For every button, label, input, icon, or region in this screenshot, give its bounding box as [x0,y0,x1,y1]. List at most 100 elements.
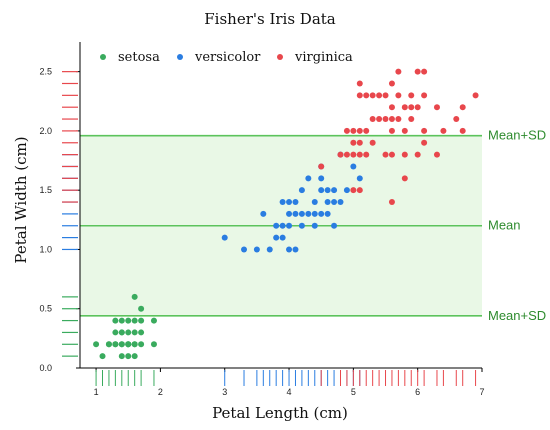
data-point-setosa [118,353,125,360]
x-tick-label: 7 [479,387,484,397]
data-point-virginica [388,104,395,111]
data-point-setosa [131,353,138,360]
data-point-setosa [125,353,132,360]
y-tick-label: 0.0 [39,363,52,373]
data-point-setosa [138,341,145,348]
data-point-versicolor [292,246,299,253]
data-point-setosa [150,341,157,348]
data-point-versicolor [343,187,350,194]
data-point-virginica [433,151,440,158]
data-point-setosa [125,341,132,348]
data-point-virginica [363,92,370,99]
data-point-versicolor [337,199,344,206]
data-point-virginica [408,104,415,111]
data-point-setosa [131,329,138,336]
data-point-virginica [356,80,363,87]
data-point-virginica [388,151,395,158]
data-point-versicolor [260,210,267,217]
data-point-versicolor [279,234,286,241]
y-tick-label: 2.5 [39,67,52,77]
data-point-setosa [118,317,125,324]
legend-marker-versicolor [177,54,183,60]
data-point-versicolor [286,246,293,253]
reference-line-label: Mean+SD [488,128,546,143]
data-point-setosa [112,341,119,348]
data-point-virginica [421,68,428,75]
y-tick-label: 1.5 [39,185,52,195]
y-axis-label: Petal Width (cm) [12,136,30,263]
data-point-virginica [414,151,421,158]
legend-label-setosa: setosa [118,50,160,65]
data-point-virginica [382,116,389,123]
y-tick-label: 2.0 [39,126,52,136]
data-point-virginica [421,127,428,134]
data-point-virginica [440,127,447,134]
x-tick-label: 2 [158,387,163,397]
data-point-virginica [356,127,363,134]
data-point-virginica [388,80,395,87]
data-point-virginica [388,127,395,134]
data-point-setosa [105,341,112,348]
legend-marker-virginica [277,54,283,60]
data-point-versicolor [221,234,228,241]
data-point-setosa [118,341,125,348]
data-point-setosa [131,293,138,300]
data-point-virginica [433,104,440,111]
x-tick-label: 3 [222,387,227,397]
data-point-versicolor [318,210,325,217]
x-axis-label: Petal Length (cm) [212,404,348,422]
x-tick-label: 5 [351,387,356,397]
data-point-versicolor [253,246,260,253]
data-point-setosa [125,317,132,324]
data-point-versicolor [311,199,318,206]
data-point-virginica [414,68,421,75]
data-point-virginica [408,92,415,99]
data-point-virginica [382,92,389,99]
data-point-virginica [350,187,357,194]
data-point-virginica [388,116,395,123]
data-point-setosa [138,329,145,336]
y-tick-label: 0.5 [39,304,52,314]
data-point-versicolor [305,175,312,182]
legend-label-virginica: virginica [294,50,353,65]
legend-label-versicolor: versicolor [194,50,261,65]
data-point-virginica [363,127,370,134]
data-point-versicolor [305,210,312,217]
data-point-setosa [112,317,119,324]
data-point-virginica [343,151,350,158]
x-tick-label: 4 [287,387,292,397]
data-point-versicolor [241,246,248,253]
legend: setosa versicolor virginica [100,50,353,65]
data-point-versicolor [311,210,318,217]
data-point-versicolor [266,246,273,253]
data-point-versicolor [318,175,325,182]
data-point-setosa [131,317,138,324]
data-point-virginica [401,151,408,158]
data-point-setosa [118,329,125,336]
data-point-versicolor [298,210,305,217]
data-point-versicolor [298,187,305,194]
data-point-setosa [138,317,145,324]
data-point-virginica [414,104,421,111]
data-point-virginica [356,92,363,99]
data-point-virginica [395,116,402,123]
data-point-versicolor [292,199,299,206]
data-point-virginica [350,127,357,134]
data-point-setosa [99,353,106,360]
data-point-virginica [408,116,415,123]
data-point-virginica [376,92,383,99]
data-point-setosa [93,341,100,348]
data-point-virginica [369,92,376,99]
data-point-setosa [150,317,157,324]
data-point-virginica [401,175,408,182]
data-point-virginica [472,92,479,99]
chart-title: Fisher's Iris Data [204,10,336,28]
data-point-virginica [453,116,460,123]
data-point-versicolor [356,175,363,182]
data-point-virginica [369,139,376,146]
data-point-virginica [388,199,395,206]
y-tick-label: 1.0 [39,244,52,254]
data-point-virginica [343,127,350,134]
x-tick-label: 1 [94,387,99,397]
